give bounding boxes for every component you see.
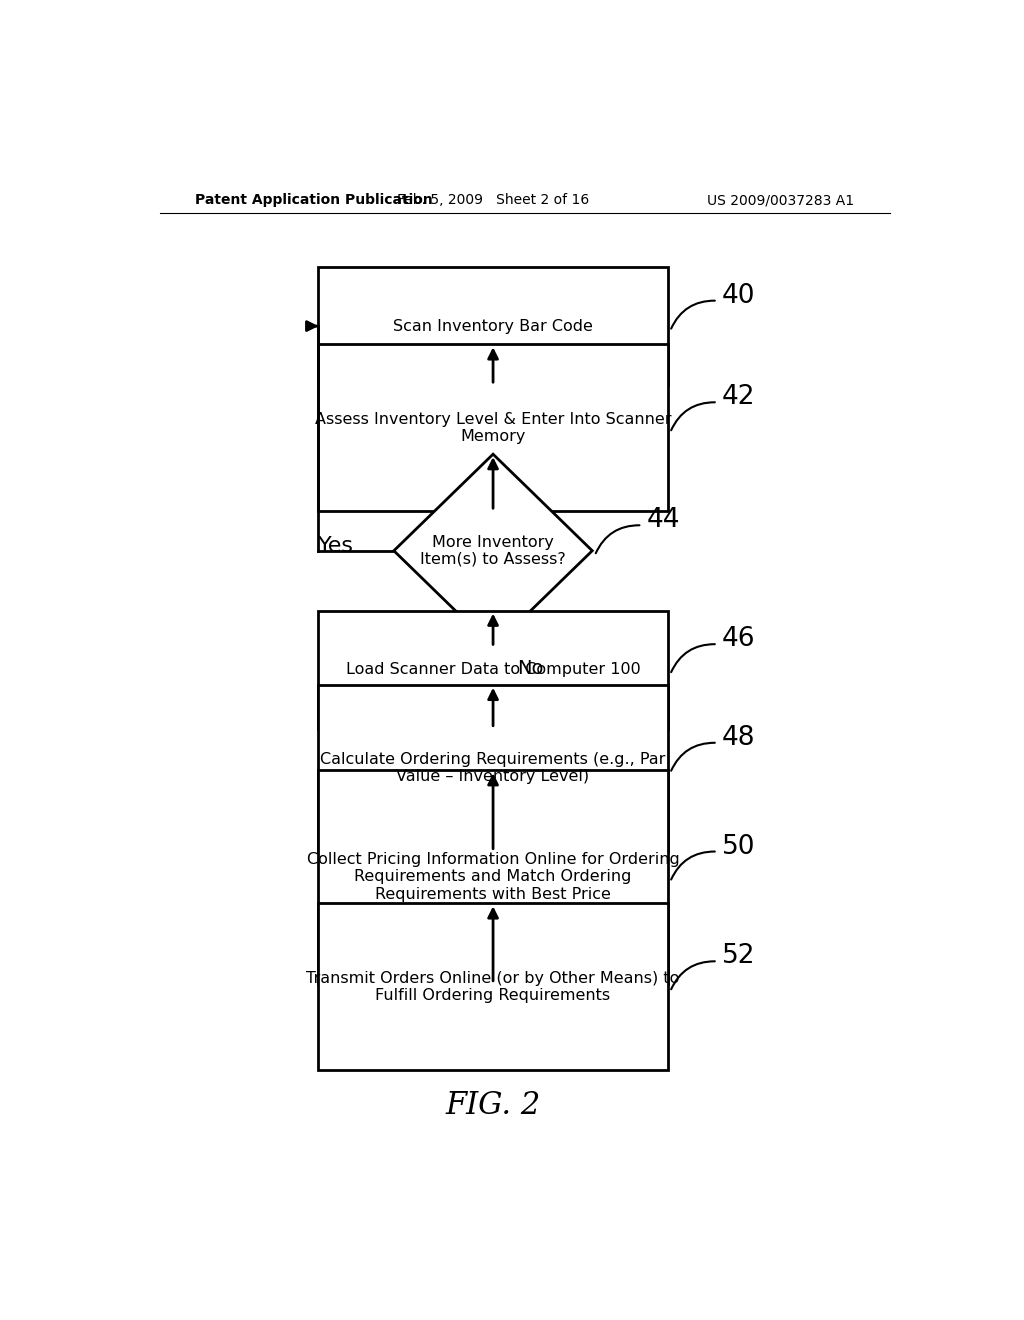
Text: Scan Inventory Bar Code: Scan Inventory Bar Code xyxy=(393,318,593,334)
FancyBboxPatch shape xyxy=(318,903,668,1071)
FancyBboxPatch shape xyxy=(318,771,668,983)
Polygon shape xyxy=(394,454,592,647)
Text: 44: 44 xyxy=(646,507,680,533)
Text: Collect Pricing Information Online for Ordering
Requirements and Match Ordering
: Collect Pricing Information Online for O… xyxy=(306,853,680,902)
FancyBboxPatch shape xyxy=(318,345,668,511)
Text: 46: 46 xyxy=(722,626,755,652)
Text: Yes: Yes xyxy=(318,536,354,556)
Text: Load Scanner Data to Computer 100: Load Scanner Data to Computer 100 xyxy=(346,663,640,677)
Text: No: No xyxy=(517,660,544,678)
Text: Transmit Orders Online (or by Other Means) to
Fulfill Ordering Requirements: Transmit Orders Online (or by Other Mean… xyxy=(306,970,680,1003)
Text: FIG. 2: FIG. 2 xyxy=(445,1090,541,1121)
Text: US 2009/0037283 A1: US 2009/0037283 A1 xyxy=(707,193,854,207)
Text: 48: 48 xyxy=(722,725,755,751)
Text: 52: 52 xyxy=(722,944,755,969)
Text: Patent Application Publication: Patent Application Publication xyxy=(196,193,433,207)
Text: 50: 50 xyxy=(722,833,755,859)
FancyBboxPatch shape xyxy=(318,267,668,385)
FancyBboxPatch shape xyxy=(318,611,668,729)
Text: 42: 42 xyxy=(722,384,755,411)
Text: 40: 40 xyxy=(722,282,755,309)
Text: Calculate Ordering Requirements (e.g., Par
Value – Inventory Level): Calculate Ordering Requirements (e.g., P… xyxy=(321,752,666,784)
Text: Feb. 5, 2009   Sheet 2 of 16: Feb. 5, 2009 Sheet 2 of 16 xyxy=(397,193,589,207)
FancyBboxPatch shape xyxy=(318,685,668,851)
Text: More Inventory
Item(s) to Assess?: More Inventory Item(s) to Assess? xyxy=(420,535,566,566)
Text: Assess Inventory Level & Enter Into Scanner
Memory: Assess Inventory Level & Enter Into Scan… xyxy=(314,412,672,444)
